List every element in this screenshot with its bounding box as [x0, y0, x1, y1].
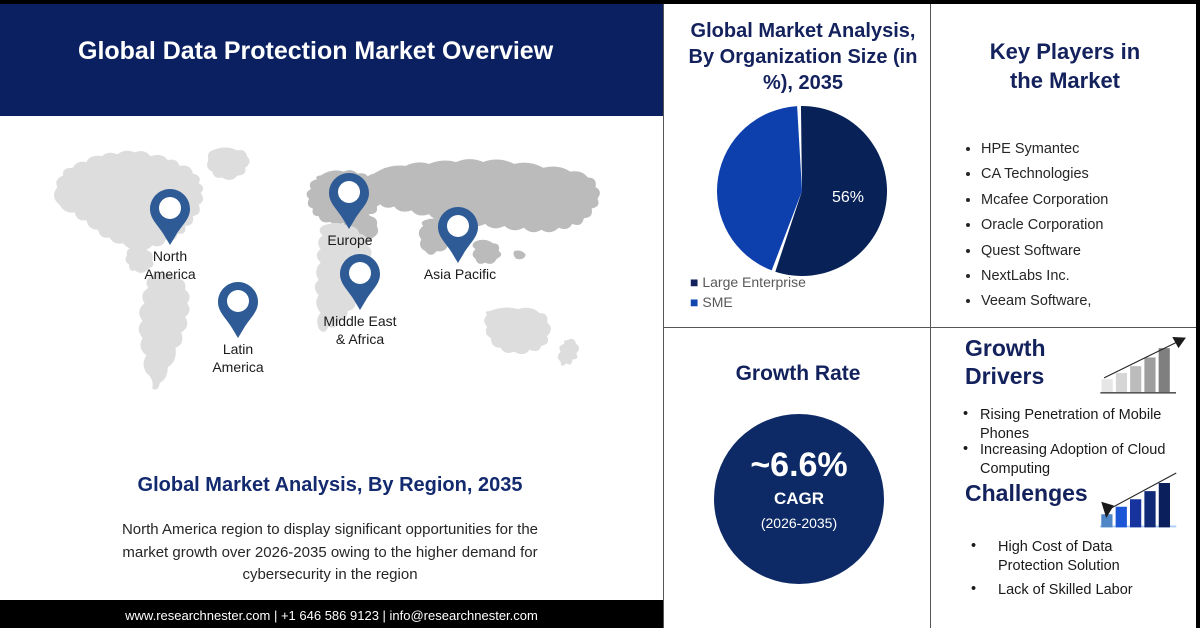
svg-text:56%: 56% [832, 189, 864, 206]
